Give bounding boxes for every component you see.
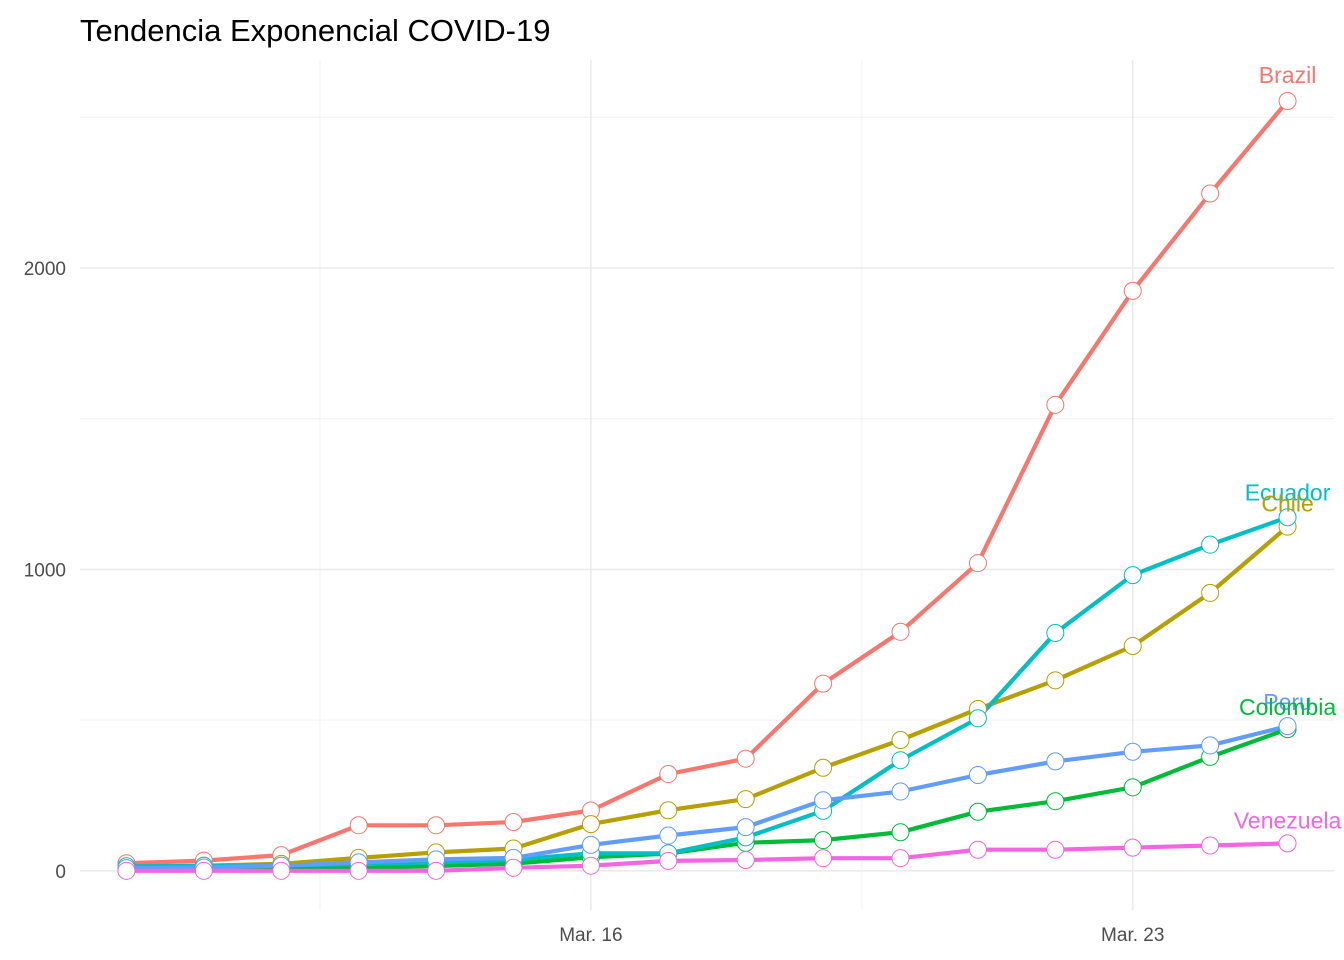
point-brazil: [814, 674, 833, 693]
point-chile: [736, 790, 755, 809]
series-label-ecuador: Ecuador: [1245, 479, 1331, 505]
point-colombia: [891, 823, 910, 842]
point-brazil: [1123, 281, 1142, 300]
series-line-colombia: [124, 726, 1290, 873]
point-venezuela: [349, 861, 368, 880]
point-colombia: [968, 802, 987, 821]
point-brazil: [349, 816, 368, 835]
markers-group: [117, 91, 1297, 880]
point-peru: [736, 818, 755, 837]
point-peru: [1123, 742, 1142, 761]
y-tick-label: 1000: [24, 560, 66, 581]
point-venezuela: [117, 861, 136, 880]
point-ecuador: [1123, 566, 1142, 585]
point-colombia: [1123, 778, 1142, 797]
series-label-colombia: Colombia: [1239, 694, 1336, 720]
series-label-peru: Peru: [1263, 689, 1312, 715]
point-venezuela: [968, 840, 987, 859]
point-ecuador: [968, 709, 987, 728]
point-peru: [814, 791, 833, 810]
series-label-brazil: Brazil: [1259, 62, 1317, 88]
point-venezuela: [1046, 840, 1065, 859]
point-venezuela: [427, 861, 446, 880]
point-chile: [581, 815, 600, 834]
point-venezuela: [1123, 838, 1142, 857]
point-venezuela: [1278, 834, 1297, 853]
x-tick-label: Mar. 16: [559, 925, 622, 946]
point-ecuador: [1278, 508, 1297, 527]
point-venezuela: [194, 861, 213, 880]
y-tick-label: 0: [55, 862, 66, 883]
point-chile: [891, 731, 910, 749]
point-chile: [1046, 671, 1065, 690]
point-chile: [1123, 636, 1142, 655]
point-brazil: [1201, 184, 1220, 203]
point-peru: [1201, 736, 1220, 755]
series-line-chile: [124, 524, 1290, 870]
point-venezuela: [736, 850, 755, 869]
point-peru: [1046, 752, 1065, 771]
point-colombia: [814, 831, 833, 850]
point-venezuela: [659, 851, 678, 870]
point-brazil: [968, 554, 987, 573]
point-chile: [659, 801, 678, 820]
y-tick-label: 2000: [24, 259, 66, 280]
point-venezuela: [814, 849, 833, 868]
point-peru: [659, 826, 678, 845]
x-tick-label: Mar. 23: [1101, 925, 1164, 946]
point-brazil: [504, 812, 523, 831]
point-brazil: [659, 765, 678, 784]
point-ecuador: [1201, 535, 1220, 554]
point-peru: [581, 835, 600, 854]
tick-labels: 0 1000 2000 Mar. 16 Mar. 23: [24, 259, 1165, 946]
series-label-chile: Chile: [1261, 491, 1313, 517]
point-brazil: [891, 622, 910, 641]
point-ecuador: [1046, 623, 1065, 642]
point-brazil: [736, 749, 755, 768]
chart-title: Tendencia Exponencial COVID-19: [80, 13, 550, 48]
point-venezuela: [891, 849, 910, 868]
point-chile: [1201, 583, 1220, 602]
series-label-venezuela: Venezuela: [1234, 807, 1342, 833]
point-venezuela: [1201, 836, 1220, 855]
point-colombia: [1046, 792, 1065, 811]
point-brazil: [1278, 91, 1297, 110]
point-brazil: [427, 816, 446, 835]
series-group: [124, 98, 1290, 873]
point-peru: [968, 765, 987, 784]
series-line-brazil: [124, 98, 1290, 866]
point-chile: [814, 758, 833, 777]
point-brazil: [1046, 395, 1065, 414]
point-ecuador: [891, 751, 910, 770]
point-venezuela: [581, 856, 600, 875]
point-venezuela: [504, 858, 523, 877]
series-line-peru: [124, 723, 1290, 871]
point-peru: [1278, 717, 1297, 736]
series-line-venezuela: [124, 841, 1290, 873]
point-peru: [891, 782, 910, 801]
point-venezuela: [272, 861, 291, 880]
